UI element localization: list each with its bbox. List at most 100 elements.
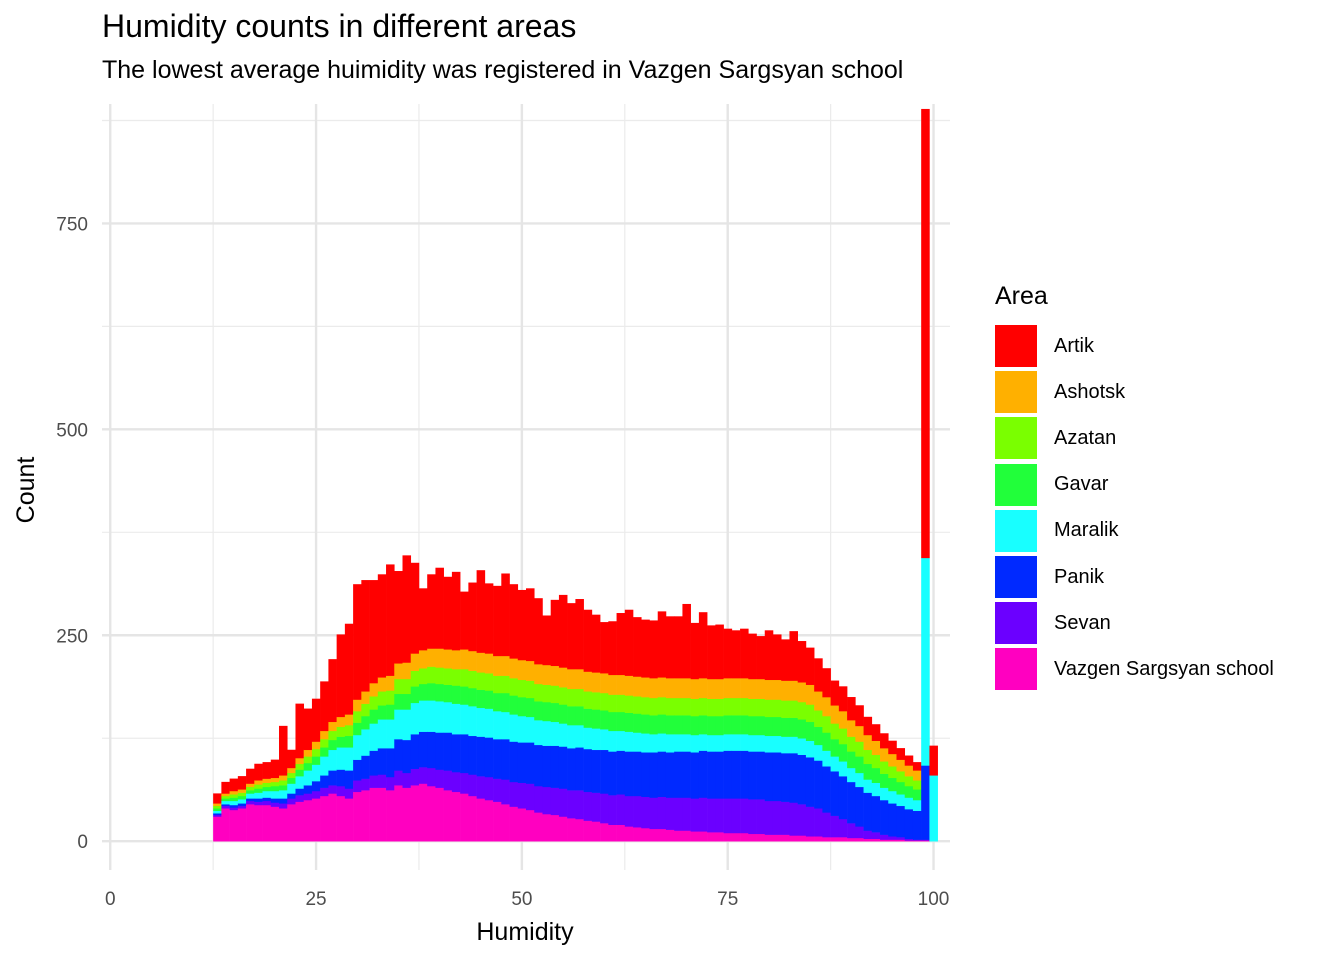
bar-segment [213,810,222,814]
chart-subtitle: The lowest average huimidity was registe… [102,56,904,84]
bar-segment [377,748,387,775]
bar-segment [624,695,634,713]
legend-key [995,417,1037,460]
bar-segment [295,757,305,765]
bar-segment [748,698,757,717]
bar-segment [484,776,494,801]
bar-segment [830,705,840,724]
bar-segment [591,749,601,793]
bar-segment [476,798,486,842]
bar-segment [550,721,560,746]
bar-segment [674,616,683,679]
bar-segment [460,772,469,794]
bar-segment [822,837,831,842]
bar-segment [723,734,733,751]
bar-segment [237,792,247,797]
bar-segment [830,723,840,740]
bar-segment [764,679,774,700]
bar-segment [534,720,543,746]
legend-label: Azatan [1054,426,1117,449]
bar-segment [591,821,601,842]
bar-segment [830,680,840,706]
bar-segment [443,576,453,650]
bar-segment [402,709,412,741]
bar-segment [221,800,230,805]
bar-segment [509,714,519,742]
bar-segment [567,669,576,690]
bar-segment [600,692,609,711]
bar-segment [764,630,774,681]
bar-segment [418,731,428,768]
bar-segment [657,611,667,678]
bar-segment [912,839,922,841]
bar-segment [641,677,650,698]
bar-segment [402,693,412,710]
bar-segment [863,716,873,736]
bar-segment [320,739,329,748]
bar-segment [410,562,420,654]
bar-segment [246,798,255,802]
bar-segment [369,775,379,788]
bar-segment [896,771,906,783]
bar-segment [764,800,774,835]
bar-segment [904,797,914,810]
bar-segment [443,770,453,791]
bar-segment [369,580,379,684]
bar-segment [633,617,642,677]
bar-segment [723,798,733,834]
bar-segment [386,564,395,676]
bar-segment [237,805,247,809]
bar-segment [534,785,543,813]
bar-segment [814,744,823,761]
bar-segment [427,785,436,842]
bar-segment [353,584,362,700]
bar-segment [468,670,477,689]
y-axis-title: Count [12,457,40,524]
bar-segment [797,835,807,842]
bar-segment [912,840,922,842]
bar-segment [451,734,461,773]
y-tick-label: 0 [77,832,88,853]
bar-segment [377,691,387,706]
bar-segment [707,798,716,833]
bar-segment [270,785,280,792]
bar-segment [451,771,461,793]
bar-segment [822,715,831,733]
bar-segment [558,746,568,789]
bar-segment [246,804,255,842]
bar-segment [237,795,247,800]
bar-segment [394,739,403,771]
bar-segment [855,837,864,842]
bar-segment [583,708,593,728]
bar-segment [418,783,428,842]
bar-segment [715,624,724,680]
bar-segment [608,621,617,676]
bar-segment [657,796,667,830]
bar-segment [320,756,329,776]
bar-segment [698,734,708,751]
bar-segment [435,769,444,788]
bar-segment [501,779,510,805]
bar-segment [633,732,642,752]
bar-segment [707,698,716,717]
bar-segment [723,750,733,799]
bar-segment [534,683,543,702]
bar-segment [698,715,708,735]
bar-segment [402,739,412,774]
bar-segment [748,833,757,842]
bar-segment [344,798,354,842]
bar-segment [583,820,593,842]
bar-segment [838,837,848,842]
bar-segment [493,801,502,842]
bar-segment [731,630,741,679]
bar-segment [871,795,881,833]
bar-segment [855,741,864,757]
bar-segment [517,679,527,698]
bar-segment [682,751,691,798]
bar-segment [336,795,346,842]
bar-segment [575,747,584,791]
bar-segment [336,726,346,737]
bar-segment [344,623,354,715]
bar-segment [254,788,263,793]
bar-segment [567,688,576,707]
